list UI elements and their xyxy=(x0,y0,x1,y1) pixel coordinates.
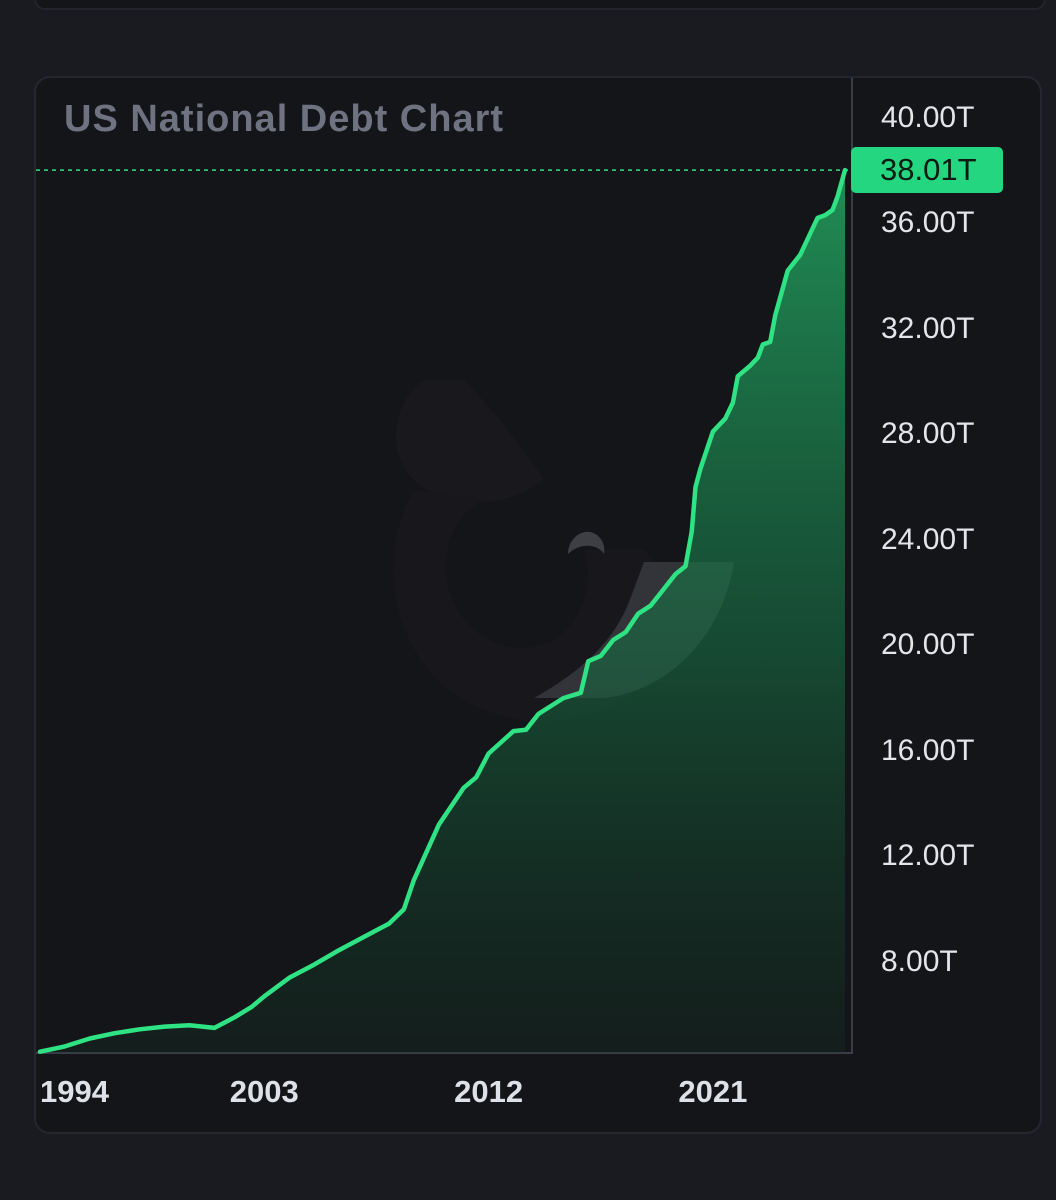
x-tick-label: 1994 xyxy=(40,1074,109,1109)
y-tick-label: 12.00T xyxy=(881,839,975,873)
y-tick-label: 20.00T xyxy=(881,628,975,662)
y-tick-label: 28.00T xyxy=(881,417,975,451)
chart-plot xyxy=(36,78,853,1054)
x-tick-label: 2021 xyxy=(678,1074,748,1109)
y-tick-label: 40.00T xyxy=(881,100,975,134)
x-tick-label: 2012 xyxy=(454,1074,524,1109)
y-tick-label: 24.00T xyxy=(881,522,975,556)
chart-title: US National Debt Chart xyxy=(64,98,505,140)
previous-card-edge xyxy=(34,0,1046,10)
x-tick-label: 2003 xyxy=(229,1074,299,1109)
current-value-badge: 38.01T xyxy=(851,147,1003,194)
series-area xyxy=(40,170,845,1054)
y-tick-label: 32.00T xyxy=(881,311,975,345)
y-tick-label: 16.00T xyxy=(881,733,975,767)
y-tick-label: 36.00T xyxy=(881,206,975,240)
chart-card: US National Debt Chart 40.00T 36.00T 32.… xyxy=(34,76,1042,1134)
series-line xyxy=(37,167,848,1054)
y-tick-label: 8.00T xyxy=(881,944,958,978)
